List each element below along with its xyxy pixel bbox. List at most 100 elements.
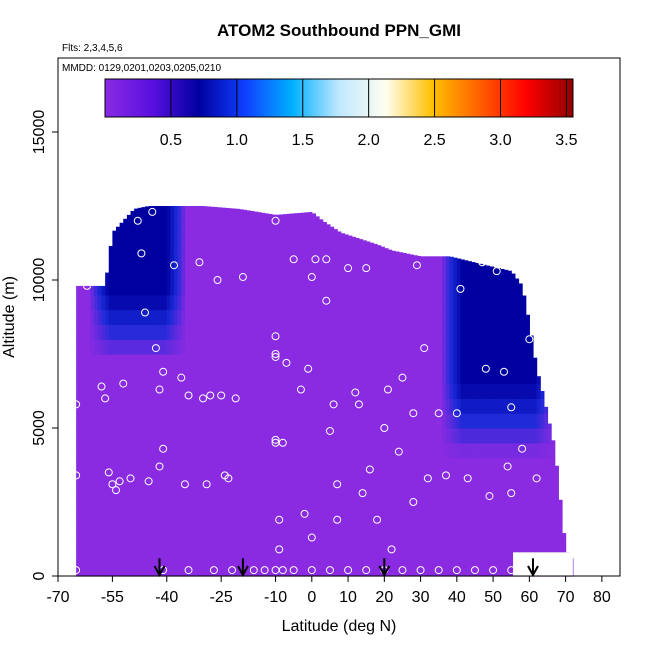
field-cell	[478, 263, 483, 266]
field-cell	[435, 339, 440, 355]
field-cell	[540, 457, 545, 473]
field-cell	[137, 294, 142, 311]
field-cell	[268, 265, 273, 281]
field-cell	[489, 546, 494, 562]
field-cell	[282, 413, 288, 429]
field-cell	[395, 442, 400, 459]
field-cell	[210, 546, 215, 562]
field-cell	[141, 487, 146, 503]
field-cell	[435, 256, 440, 266]
field-cell	[134, 516, 139, 533]
field-cell	[326, 235, 331, 251]
sample-point	[289, 255, 298, 264]
field-cell	[246, 220, 251, 237]
field-cell	[456, 383, 462, 399]
field-cell	[217, 516, 222, 533]
field-cell	[170, 457, 175, 473]
field-cell	[496, 546, 501, 562]
field-cell	[228, 294, 233, 311]
field-cell	[420, 457, 425, 473]
field-cell	[431, 413, 436, 429]
field-cell	[275, 265, 280, 281]
field-cell	[525, 428, 530, 444]
field-cell	[119, 235, 124, 251]
field-cell	[344, 502, 349, 518]
field-cell	[311, 398, 317, 414]
field-cell	[482, 354, 487, 370]
field-cell	[445, 516, 451, 533]
field-cell	[145, 502, 150, 518]
field-cell	[235, 208, 240, 222]
field-cell	[184, 413, 190, 429]
field-cell	[206, 413, 211, 429]
field-cell	[456, 339, 462, 355]
field-cell	[449, 294, 454, 311]
field-cell	[232, 220, 237, 237]
field-cell	[391, 309, 396, 325]
field-cell	[224, 294, 230, 311]
field-cell	[344, 368, 349, 385]
field-cell	[282, 516, 288, 533]
field-cell	[500, 413, 505, 429]
field-cell	[224, 516, 230, 533]
field-cell	[199, 309, 204, 325]
field-cell	[261, 428, 266, 444]
sample-point	[296, 385, 305, 394]
field-cell	[268, 487, 273, 503]
field-cell	[242, 457, 248, 473]
field-cell	[387, 442, 393, 459]
field-cell	[311, 383, 317, 399]
field-cell	[474, 516, 480, 533]
field-cell	[525, 368, 530, 385]
field-cell	[148, 265, 153, 281]
field-cell	[134, 442, 139, 459]
field-cell	[420, 546, 425, 562]
field-cell	[282, 428, 288, 444]
field-cell	[464, 457, 469, 473]
field-cell	[87, 561, 92, 577]
field-cell	[282, 487, 288, 503]
field-cell	[203, 206, 208, 222]
field-cell	[311, 413, 317, 429]
field-cell	[449, 561, 454, 577]
field-cell	[384, 413, 389, 429]
field-cell	[155, 546, 161, 562]
field-cell	[402, 368, 407, 385]
field-cell	[97, 339, 103, 355]
field-cell	[493, 516, 498, 533]
field-cell	[304, 428, 309, 444]
field-cell	[217, 265, 222, 281]
field-cell	[511, 516, 516, 533]
field-cell	[442, 516, 447, 533]
field-cell	[304, 294, 309, 311]
field-cell	[134, 472, 139, 488]
field-cell	[329, 339, 335, 355]
field-cell	[511, 398, 516, 414]
field-cell	[482, 516, 487, 533]
field-cell	[474, 546, 480, 562]
field-cell	[94, 309, 99, 325]
field-cell	[170, 265, 175, 281]
field-cell	[471, 398, 476, 414]
field-cell	[188, 457, 193, 473]
field-cell	[507, 368, 512, 385]
field-cell	[123, 516, 128, 533]
field-cell	[449, 354, 454, 370]
field-cell	[166, 383, 171, 399]
sample-point	[72, 471, 81, 480]
field-cell	[97, 368, 103, 385]
field-cell	[319, 428, 324, 444]
field-cell	[279, 309, 284, 325]
field-cell	[496, 280, 501, 296]
field-cell	[315, 265, 320, 281]
field-cell	[464, 280, 469, 296]
field-cell	[257, 413, 262, 429]
field-cell	[467, 531, 472, 547]
field-cell	[242, 265, 248, 281]
field-cell	[311, 324, 317, 340]
field-cell	[449, 502, 454, 518]
field-cell	[311, 428, 317, 444]
field-cell	[420, 531, 425, 547]
field-cell	[413, 354, 418, 370]
field-cell	[137, 531, 142, 547]
